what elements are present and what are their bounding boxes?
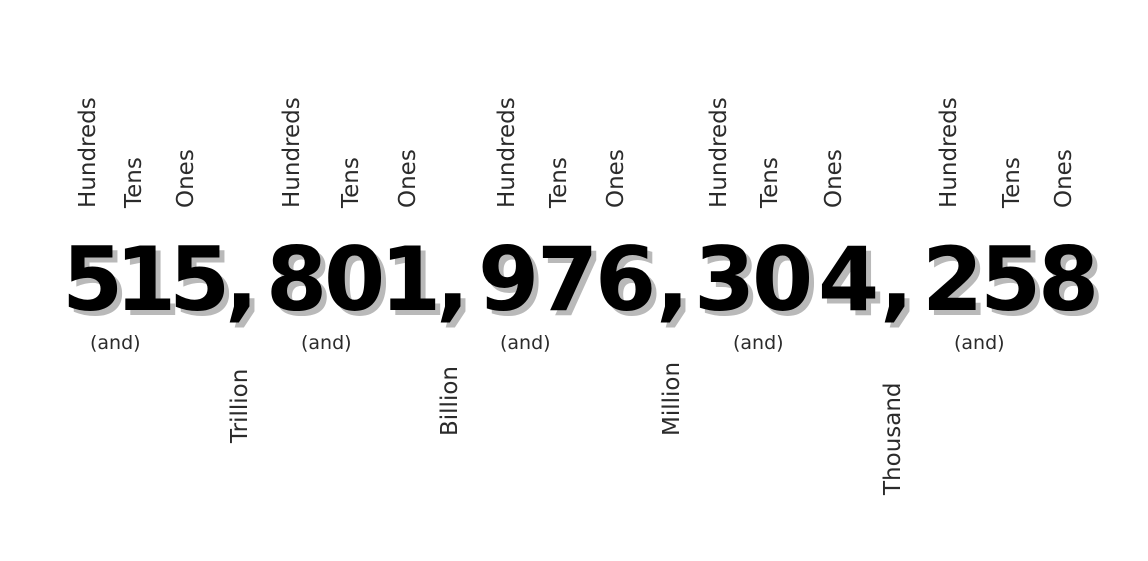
period-label-thousand: Thousand (880, 382, 906, 495)
digit: 2 (922, 228, 984, 331)
connector-and: (and) (733, 332, 784, 354)
place-label-ones: Ones (395, 149, 421, 208)
place-label-tens: Tens (999, 157, 1025, 208)
digit: 4 (818, 228, 880, 331)
comma-separator: , (436, 228, 470, 331)
place-label-tens: Tens (546, 157, 572, 208)
place-label-tens: Tens (338, 157, 364, 208)
period-label-trillion: Trillion (227, 368, 253, 443)
digit: 0 (324, 228, 386, 331)
place-label-ones: Ones (821, 149, 847, 208)
place-label-ones: Ones (173, 149, 199, 208)
connector-and: (and) (90, 332, 141, 354)
digit: 5 (62, 228, 124, 331)
digit: 0 (752, 228, 814, 331)
digit: 5 (980, 228, 1042, 331)
connector-and: (and) (500, 332, 551, 354)
period-label-million: Million (659, 361, 685, 436)
digit: 1 (115, 228, 177, 331)
comma-separator: , (225, 228, 259, 331)
place-label-hundreds: Hundreds (494, 97, 520, 208)
digit: 3 (694, 228, 756, 331)
connector-and: (and) (301, 332, 352, 354)
place-label-ones: Ones (603, 149, 629, 208)
comma-separator: , (880, 228, 914, 331)
digit: 9 (478, 228, 540, 331)
place-label-hundreds: Hundreds (279, 97, 305, 208)
place-label-ones: Ones (1051, 149, 1077, 208)
place-label-hundreds: Hundreds (936, 97, 962, 208)
digit: 7 (537, 228, 599, 331)
place-label-tens: Tens (121, 157, 147, 208)
digit: 8 (266, 228, 328, 331)
digit: 1 (380, 228, 442, 331)
digit: 8 (1038, 228, 1100, 331)
place-label-hundreds: Hundreds (75, 97, 101, 208)
connector-and: (and) (954, 332, 1005, 354)
digit: 5 (169, 228, 231, 331)
digit: 6 (595, 228, 657, 331)
place-label-tens: Tens (757, 157, 783, 208)
place-label-hundreds: Hundreds (706, 97, 732, 208)
comma-separator: , (656, 228, 690, 331)
period-label-billion: Billion (437, 366, 463, 436)
